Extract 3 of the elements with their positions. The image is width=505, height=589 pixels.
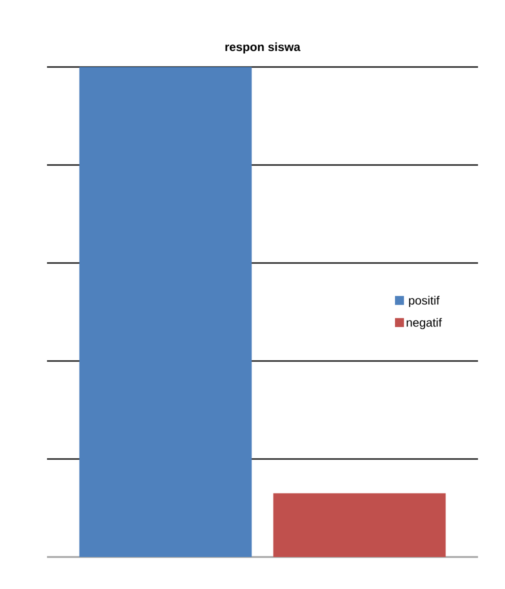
chart-title: respon siswa	[225, 42, 300, 54]
legend-label: positif	[409, 296, 440, 308]
legend-label: negatif	[406, 318, 442, 330]
